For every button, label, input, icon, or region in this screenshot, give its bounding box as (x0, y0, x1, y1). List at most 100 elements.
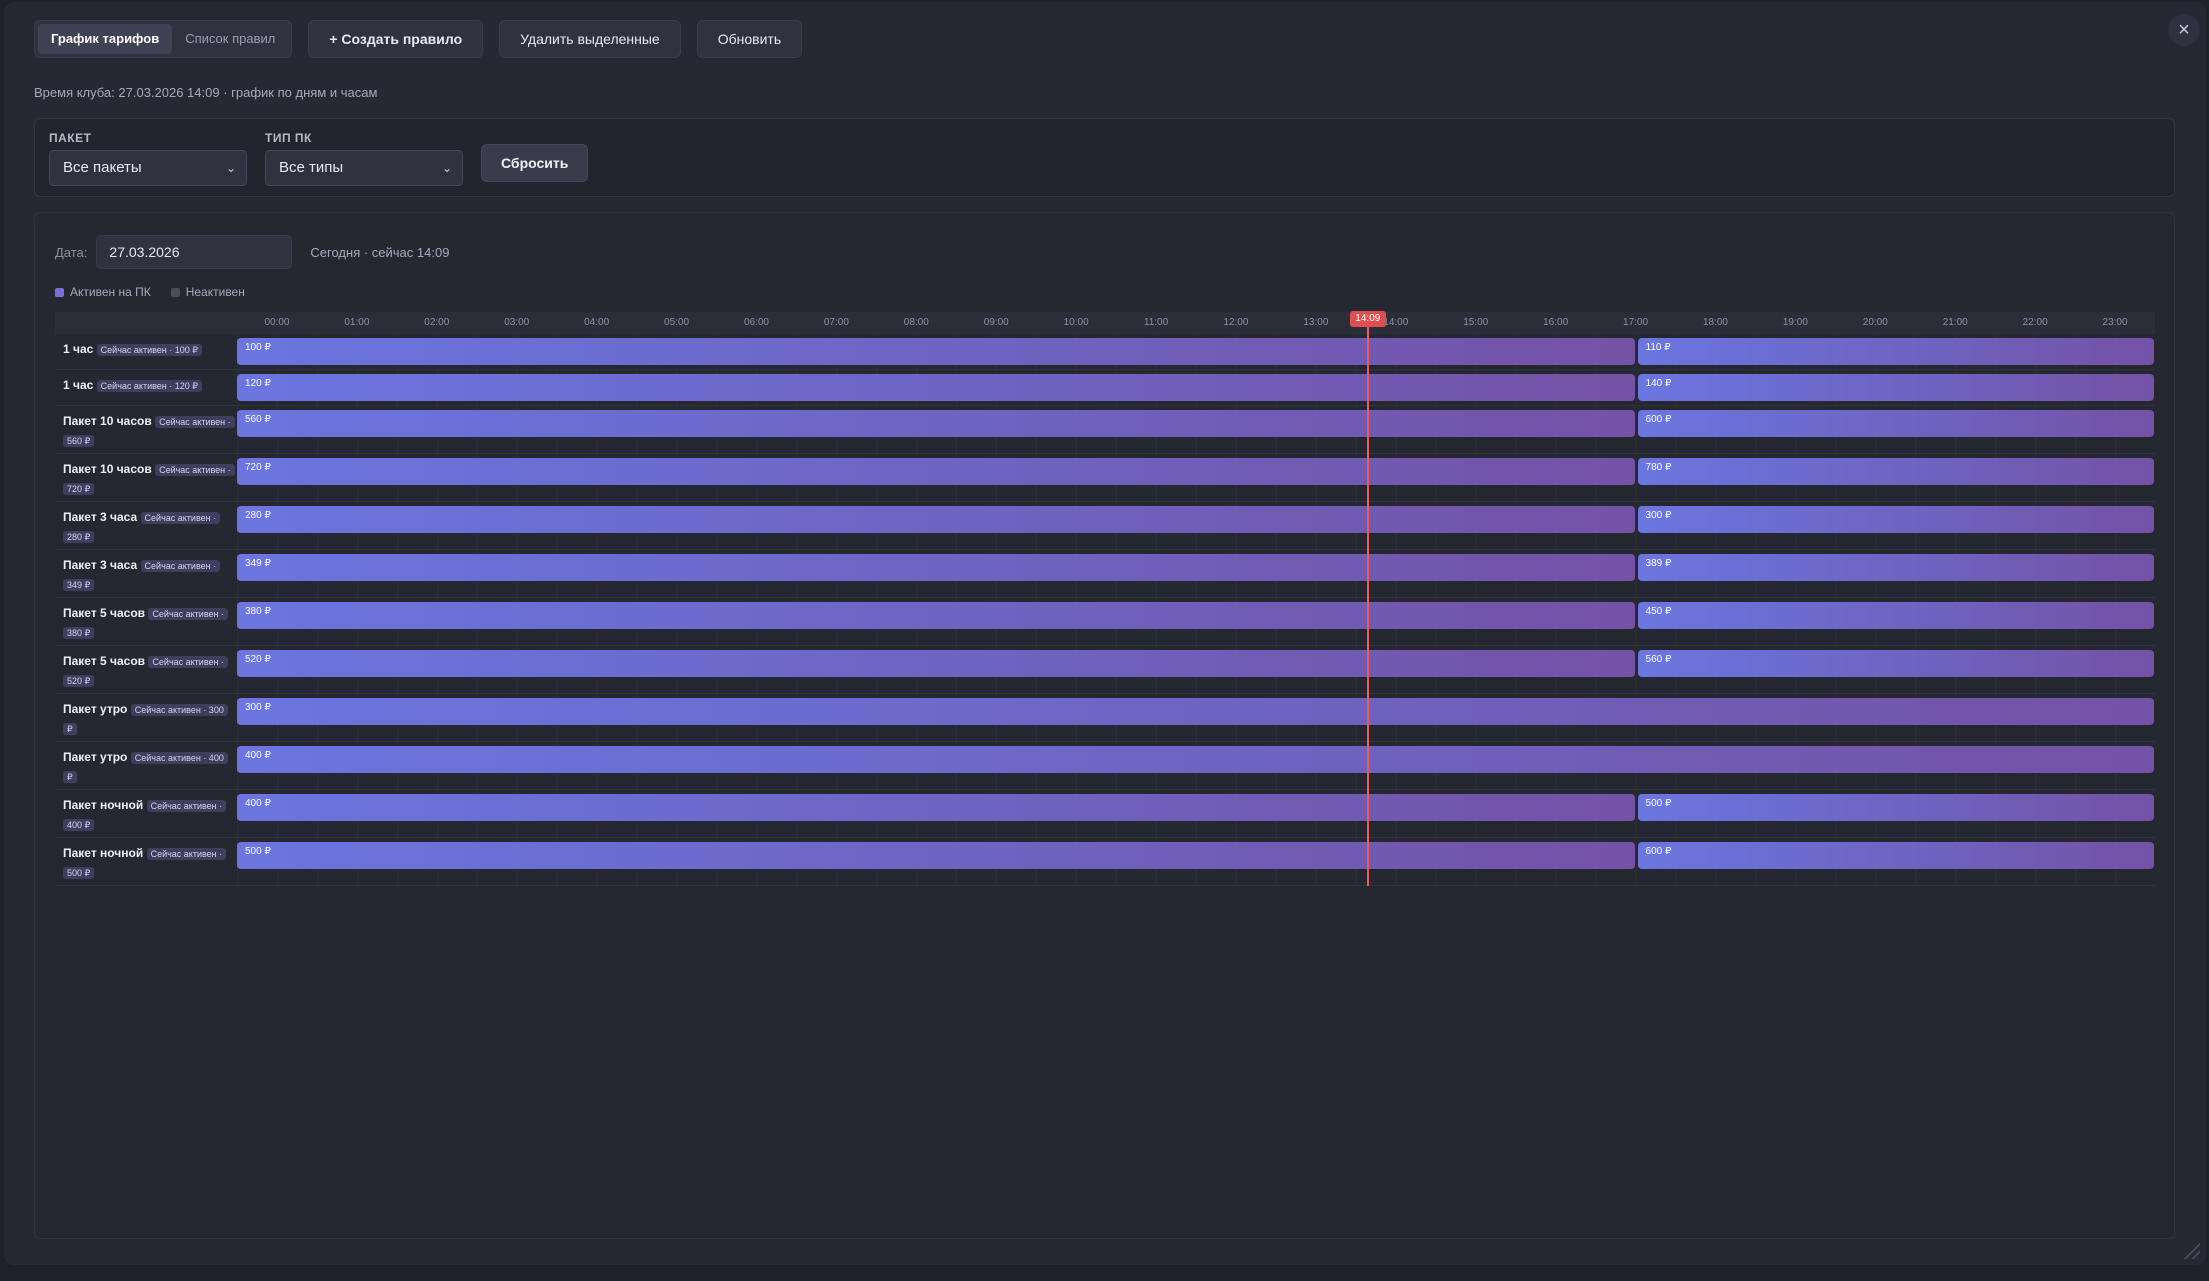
package-select[interactable]: Все пакеты ⌄ (49, 150, 247, 186)
hour-label: 00:00 (264, 317, 290, 328)
tariff-name: 1 час (63, 342, 94, 356)
tariff-name: Пакет утро (63, 702, 128, 716)
price-bar[interactable]: 560 ₽ (1637, 650, 2154, 677)
toolbar: График тарифов Список правил + Создать п… (34, 20, 803, 58)
tariff-row-label: Пакет 5 часов Сейчас активен · 380 ₽ (63, 604, 233, 642)
tab-schedule[interactable]: График тарифов (38, 24, 173, 54)
pc-type-select-value: Все типы (279, 159, 344, 176)
create-rule-button[interactable]: + Создать правило (308, 20, 484, 58)
tariff-row[interactable]: Пакет 10 часов Сейчас активен · 560 ₽560… (55, 406, 2155, 454)
hour-label: 19:00 (1782, 317, 1808, 328)
package-select-value: Все пакеты (63, 159, 142, 176)
hour-label: 11:00 (1143, 317, 1169, 328)
tariff-row[interactable]: Пакет утро Сейчас активен · 300 ₽ 300 ₽ (55, 694, 2155, 742)
price-label: 110 ₽ (1645, 342, 1671, 353)
tariff-name: Пакет 5 часов (63, 654, 146, 668)
price-label: 100 ₽ (245, 342, 271, 353)
price-bar[interactable]: 400 ₽ (237, 794, 1635, 821)
price-label: 560 ₽ (1645, 654, 1672, 665)
tariff-row[interactable]: Пакет ночной Сейчас активен · 400 ₽400 ₽… (55, 790, 2155, 838)
tariff-row[interactable]: Пакет утро Сейчас активен · 400 ₽ 400 ₽ (55, 742, 2155, 790)
tariff-row[interactable]: 1 час Сейчас активен · 120 ₽ 120 ₽ 140 ₽ (55, 370, 2155, 406)
price-bar[interactable]: 120 ₽ (237, 374, 1635, 401)
active-now-tag: Сейчас активен · 120 ₽ (96, 380, 202, 392)
price-label: 280 ₽ (245, 510, 271, 521)
pc-type-select[interactable]: Все типы ⌄ (265, 150, 463, 186)
price-label: 500 ₽ (245, 846, 271, 857)
price-bar[interactable]: 500 ₽ (237, 842, 1635, 869)
hour-label: 17:00 (1623, 317, 1649, 328)
price-bar[interactable]: 780 ₽ (1637, 458, 2154, 485)
price-bar[interactable]: 280 ₽ (237, 506, 1635, 533)
reset-filters-button[interactable]: Сбросить (481, 144, 589, 182)
hour-label: 15:00 (1463, 317, 1489, 328)
tariff-name: Пакет 10 часов (63, 414, 152, 428)
tariff-track: 100 ₽ 110 ₽ (237, 334, 2155, 369)
tariff-row[interactable]: Пакет 3 часа Сейчас активен · 280 ₽ 280 ₽… (55, 502, 2155, 550)
legend-item-active: Активен на ПК (55, 285, 151, 299)
hour-label: 20:00 (1862, 317, 1888, 328)
price-bar[interactable]: 380 ₽ (237, 602, 1635, 629)
price-bar[interactable]: 100 ₽ (237, 338, 1635, 365)
price-bar[interactable]: 600 ₽ (1637, 842, 2154, 869)
price-bar[interactable]: 450 ₽ (1637, 602, 2154, 629)
hour-label: 12:00 (1223, 317, 1249, 328)
tariff-name: Пакет утро (63, 750, 128, 764)
price-bar[interactable]: 560 ₽ (237, 410, 1635, 437)
price-bar[interactable]: 140 ₽ (1637, 374, 2154, 401)
refresh-button[interactable]: Обновить (696, 20, 803, 58)
hour-label: 16:00 (1543, 317, 1569, 328)
resize-grip-icon[interactable] (2182, 1241, 2200, 1259)
today-indicator: Сегодня · сейчас 14:09 (310, 244, 450, 260)
tariff-row-label: 1 час Сейчас активен · 100 ₽ (63, 340, 233, 359)
hour-label: 01:00 (344, 317, 370, 328)
price-bar[interactable]: 500 ₽ (1637, 794, 2154, 821)
price-label: 380 ₽ (245, 606, 271, 617)
tariff-row[interactable]: 1 час Сейчас активен · 100 ₽ 100 ₽ 110 ₽ (55, 334, 2155, 370)
price-label: 450 ₽ (1645, 606, 1672, 617)
price-bar[interactable]: 600 ₽ (1637, 410, 2154, 437)
hour-label: 02:00 (424, 317, 450, 328)
tariff-row-label: Пакет ночной Сейчас активен · 400 ₽ (63, 796, 233, 834)
date-input[interactable]: 27.03.2026 (96, 235, 293, 269)
price-label: 560 ₽ (245, 414, 271, 425)
tariff-row[interactable]: Пакет 5 часов Сейчас активен · 380 ₽ 380 … (55, 598, 2155, 646)
tariff-row[interactable]: Пакет ночной Сейчас активен · 500 ₽500 ₽… (55, 838, 2155, 886)
active-now-tag: Сейчас активен · 100 ₽ (96, 344, 202, 356)
price-bar[interactable]: 300 ₽ (237, 698, 2154, 725)
price-label: 349 ₽ (245, 558, 271, 569)
hour-label: 06:00 (743, 317, 769, 328)
price-bar[interactable]: 349 ₽ (237, 554, 1635, 581)
hour-label: 10:00 (1063, 317, 1089, 328)
price-bar[interactable]: 520 ₽ (237, 650, 1635, 677)
price-bar[interactable]: 400 ₽ (237, 746, 2154, 773)
pc-type-filter: ТИП ПК Все типы ⌄ (265, 131, 463, 186)
close-icon[interactable]: × (2168, 14, 2200, 46)
legend-label-active: Активен на ПК (70, 285, 151, 299)
price-bar[interactable]: 300 ₽ (1637, 506, 2154, 533)
price-bar[interactable]: 110 ₽ (1637, 338, 2154, 365)
tariff-track: 400 ₽ 500 ₽ (237, 790, 2155, 837)
tariff-row[interactable]: Пакет 3 часа Сейчас активен · 349 ₽349 ₽… (55, 550, 2155, 598)
tariff-name: Пакет 5 часов (63, 606, 146, 620)
tab-rules-list[interactable]: Список правил (185, 31, 276, 46)
tariff-row[interactable]: Пакет 5 часов Сейчас активен · 520 ₽520 … (55, 646, 2155, 694)
tariff-row[interactable]: Пакет 10 часов Сейчас активен · 720 ₽720… (55, 454, 2155, 502)
tariff-name: Пакет 3 часа (63, 510, 138, 524)
price-bar[interactable]: 389 ₽ (1637, 554, 2154, 581)
tariff-row-label: Пакет утро Сейчас активен · 400 ₽ (63, 748, 233, 786)
tariff-name: 1 час (63, 378, 94, 392)
price-label: 600 ₽ (1645, 846, 1672, 857)
package-filter: ПАКЕТ Все пакеты ⌄ (49, 131, 247, 186)
tariff-name: Пакет ночной (63, 798, 144, 812)
price-bar[interactable]: 720 ₽ (237, 458, 1635, 485)
hour-label: 22:00 (2022, 317, 2048, 328)
chevron-down-icon: ⌄ (225, 161, 236, 175)
tariff-row-label: Пакет 10 часов Сейчас активен · 720 ₽ (63, 460, 235, 498)
tariff-track: 300 ₽ (237, 694, 2155, 741)
tariff-track: 120 ₽ 140 ₽ (237, 370, 2155, 405)
delete-selected-button[interactable]: Удалить выделенные (499, 20, 681, 58)
tariff-track: 560 ₽ 600 ₽ (237, 406, 2155, 453)
tariff-row-label: Пакет 3 часа Сейчас активен · 280 ₽ (63, 508, 233, 546)
filters-panel: ПАКЕТ Все пакеты ⌄ ТИП ПК Все типы ⌄ Сбр… (34, 118, 2175, 197)
